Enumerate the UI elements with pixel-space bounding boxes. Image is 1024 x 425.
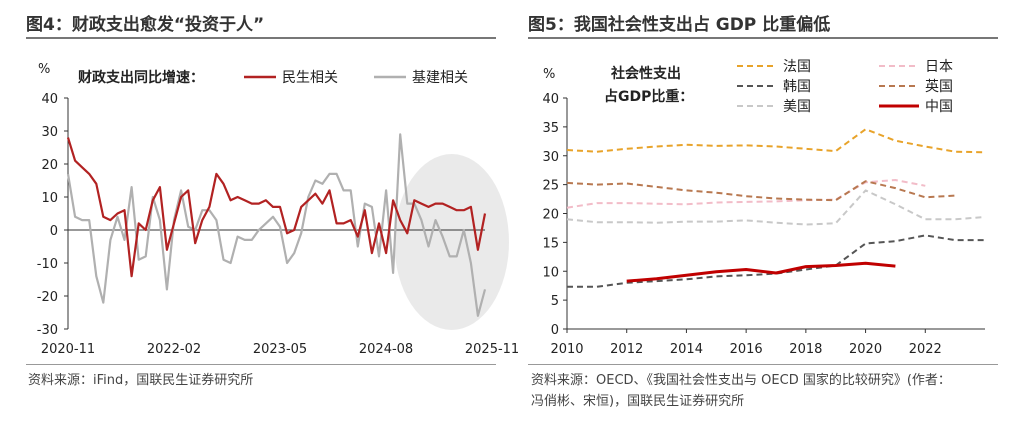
- left-panel-title: 图4：财政支出愈发“投资于人”: [26, 15, 265, 35]
- left-x-tick-label: 2024-08: [359, 342, 413, 357]
- series-line-infrastructure: [66, 133, 487, 317]
- right-legend-title-line1: 社会性支出: [610, 65, 681, 82]
- left-y-tick-label: -30: [37, 323, 58, 338]
- left-y-tick-label: 0: [50, 224, 58, 239]
- right-y-tick-label: 30: [542, 150, 559, 165]
- right-x-tick-label: 2012: [610, 342, 643, 357]
- right-y-tick-label: 15: [542, 236, 559, 251]
- left-unit-label: %: [38, 62, 50, 77]
- right-y-tick-label: 5: [551, 294, 559, 309]
- legend-label-korea: 韩国: [783, 79, 811, 95]
- left-x-tick-label: 2020-11: [41, 342, 95, 357]
- right-legend-title-line2: 占GDP比重：: [604, 88, 693, 105]
- series-line-china: [626, 261, 896, 283]
- series-line-france: [566, 128, 986, 154]
- legend-label-uk: 英国: [925, 78, 953, 95]
- highlight-region: [394, 154, 509, 330]
- right-source-note-line2: 冯俏彬、宋恒)，国联民生证券研究所: [531, 394, 745, 409]
- left-x-tick-label: 2022-02: [147, 342, 201, 357]
- right-source-note-line1: 资料来源：OECD、《我国社会性支出与 OECD 国家的比较研究》(作者：: [531, 373, 951, 388]
- legend-label-japan: 日本: [925, 59, 953, 75]
- left-source-note: 资料来源：iFind，国联民生证券研究所: [28, 373, 254, 388]
- legend-label-infrastructure: 基建相关: [412, 69, 468, 86]
- left-source-divider: [26, 364, 496, 365]
- right-source-divider: [528, 364, 998, 365]
- right-y-tick-label: 35: [542, 121, 559, 136]
- left-x-tick-label: 2025-11: [465, 342, 519, 357]
- legend-label-livelihood: 民生相关: [282, 70, 338, 86]
- right-y-tick-label: 20: [542, 208, 559, 223]
- right-x-tick-label: 2014: [670, 342, 703, 357]
- left-legend-title: 财政支出同比增速：: [77, 69, 204, 86]
- legend-label-china: 中国: [925, 99, 953, 115]
- right-title-divider: [528, 37, 998, 39]
- left-title-divider: [26, 37, 496, 39]
- left-y-tick-label: 30: [41, 125, 58, 140]
- right-panel-title: 图5：我国社会性支出占 GDP 比重偏低: [528, 15, 831, 35]
- right-x-tick-label: 2016: [730, 342, 763, 357]
- right-x-tick-label: 2020: [849, 342, 882, 357]
- left-y-tick-label: 20: [41, 158, 58, 173]
- right-unit-label: %: [543, 67, 555, 82]
- right-y-tick-label: 40: [542, 92, 559, 107]
- series-line-livelihood: [66, 137, 487, 278]
- left-x-tick-label: 2023-05: [253, 342, 307, 357]
- series-line-uk: [566, 180, 956, 202]
- legend-label-france: 法国: [783, 59, 811, 75]
- right-x-tick-label: 2018: [789, 342, 822, 357]
- legend-label-usa: 美国: [783, 99, 811, 115]
- right-y-tick-label: 10: [542, 265, 559, 280]
- right-y-tick-label: 25: [542, 179, 559, 194]
- right-x-tick-label: 2010: [550, 342, 583, 357]
- left-y-tick-label: -10: [37, 257, 58, 272]
- left-y-tick-label: 10: [41, 191, 58, 206]
- right-y-tick-label: 0: [551, 323, 559, 338]
- series-line-korea: [567, 234, 985, 288]
- left-y-tick-label: -20: [37, 290, 58, 305]
- right-x-tick-label: 2022: [909, 342, 942, 357]
- left-y-tick-label: 40: [41, 92, 58, 107]
